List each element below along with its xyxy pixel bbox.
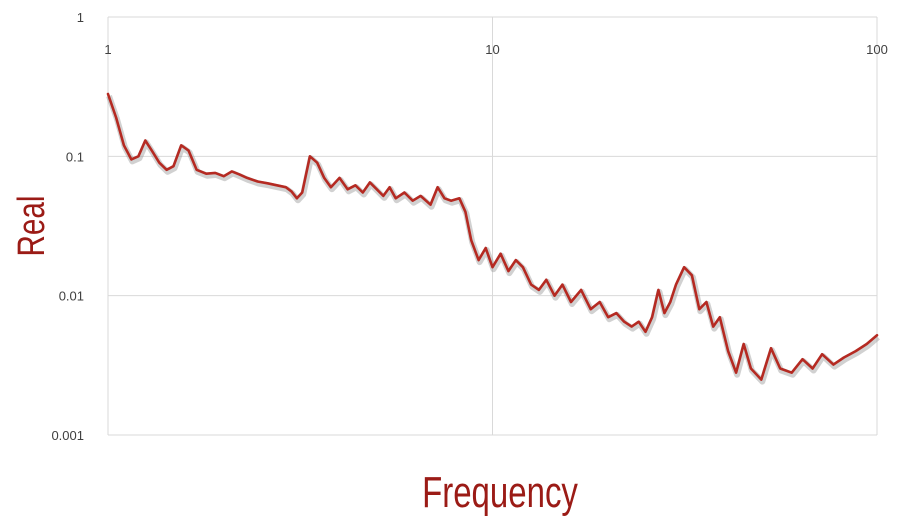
x-tick-label: 10: [485, 42, 499, 57]
grid-lines: [107, 16, 878, 436]
series-line-shadow: [106, 95, 880, 385]
y-tick-label: 0.01: [59, 289, 84, 304]
x-axis-title: Frequency: [422, 469, 578, 518]
y-tick-label: 0.1: [66, 149, 84, 164]
x-tick-label: 1: [104, 42, 111, 57]
series-line: [106, 92, 879, 381]
y-tick-label: 1: [77, 10, 84, 25]
x-tick-label: 100: [866, 42, 888, 57]
series-group: [106, 92, 880, 385]
y-tick-label: 0.001: [51, 428, 84, 443]
x-axis-ticks: 1 10 100: [104, 42, 887, 57]
y-axis-title: Real: [11, 196, 53, 257]
y-axis-ticks: 1 0.1 0.01 0.001: [51, 10, 84, 443]
